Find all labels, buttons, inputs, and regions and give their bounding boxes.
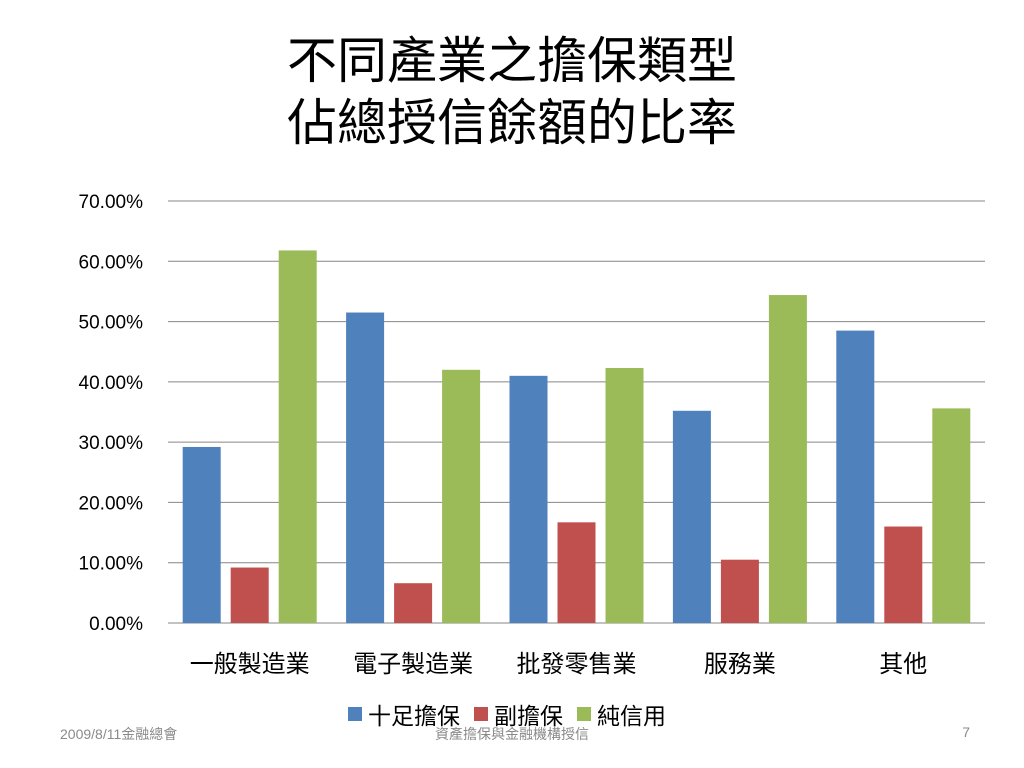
legend-swatch: [577, 707, 591, 721]
title-line-2: 佔總授信餘額的比率: [287, 94, 737, 152]
legend-label: 十足擔保: [368, 704, 460, 730]
slide-title: 不同產業之擔保類型 佔總授信餘額的比率: [0, 30, 1024, 154]
y-tick-label: 50.00%: [79, 313, 144, 334]
bar: [605, 367, 644, 623]
bar: [346, 312, 385, 623]
y-tick-label: 20.00%: [79, 493, 144, 514]
y-tick-label: 60.00%: [79, 252, 144, 273]
bar: [768, 295, 807, 623]
bar: [182, 446, 221, 623]
y-tick-label: 70.00%: [79, 192, 144, 213]
legend-swatch: [474, 707, 488, 721]
y-tick-label: 10.00%: [79, 554, 144, 575]
y-tick-label: 0.00%: [89, 614, 143, 635]
legend-swatch: [348, 707, 362, 721]
bar: [836, 330, 875, 623]
x-tick-label: 服務業: [704, 650, 776, 678]
bar: [932, 408, 971, 623]
bar: [884, 526, 923, 623]
x-tick-label: 其他: [879, 650, 927, 678]
bar: [557, 522, 596, 623]
bar: [230, 567, 269, 623]
x-tick-label: 批發零售業: [517, 650, 637, 678]
title-line-1: 不同產業之擔保類型: [287, 32, 737, 90]
bar: [442, 369, 481, 623]
bar: [509, 375, 548, 623]
legend-label: 純信用: [597, 704, 666, 730]
x-tick-label: 一般製造業: [190, 650, 310, 678]
page-number: 7: [962, 724, 970, 740]
legend-label: 副擔保: [494, 704, 563, 730]
bar: [278, 250, 317, 624]
y-tick-label: 30.00%: [79, 433, 144, 454]
bar: [394, 583, 433, 623]
x-tick-label: 電子製造業: [353, 650, 473, 678]
footer-date: 2009/8/11金融總會: [60, 726, 178, 742]
footer-center-text: 資產擔保與金融機構授信: [435, 726, 589, 742]
bar: [720, 559, 759, 623]
y-tick-label: 40.00%: [79, 373, 144, 394]
bar: [672, 410, 711, 623]
